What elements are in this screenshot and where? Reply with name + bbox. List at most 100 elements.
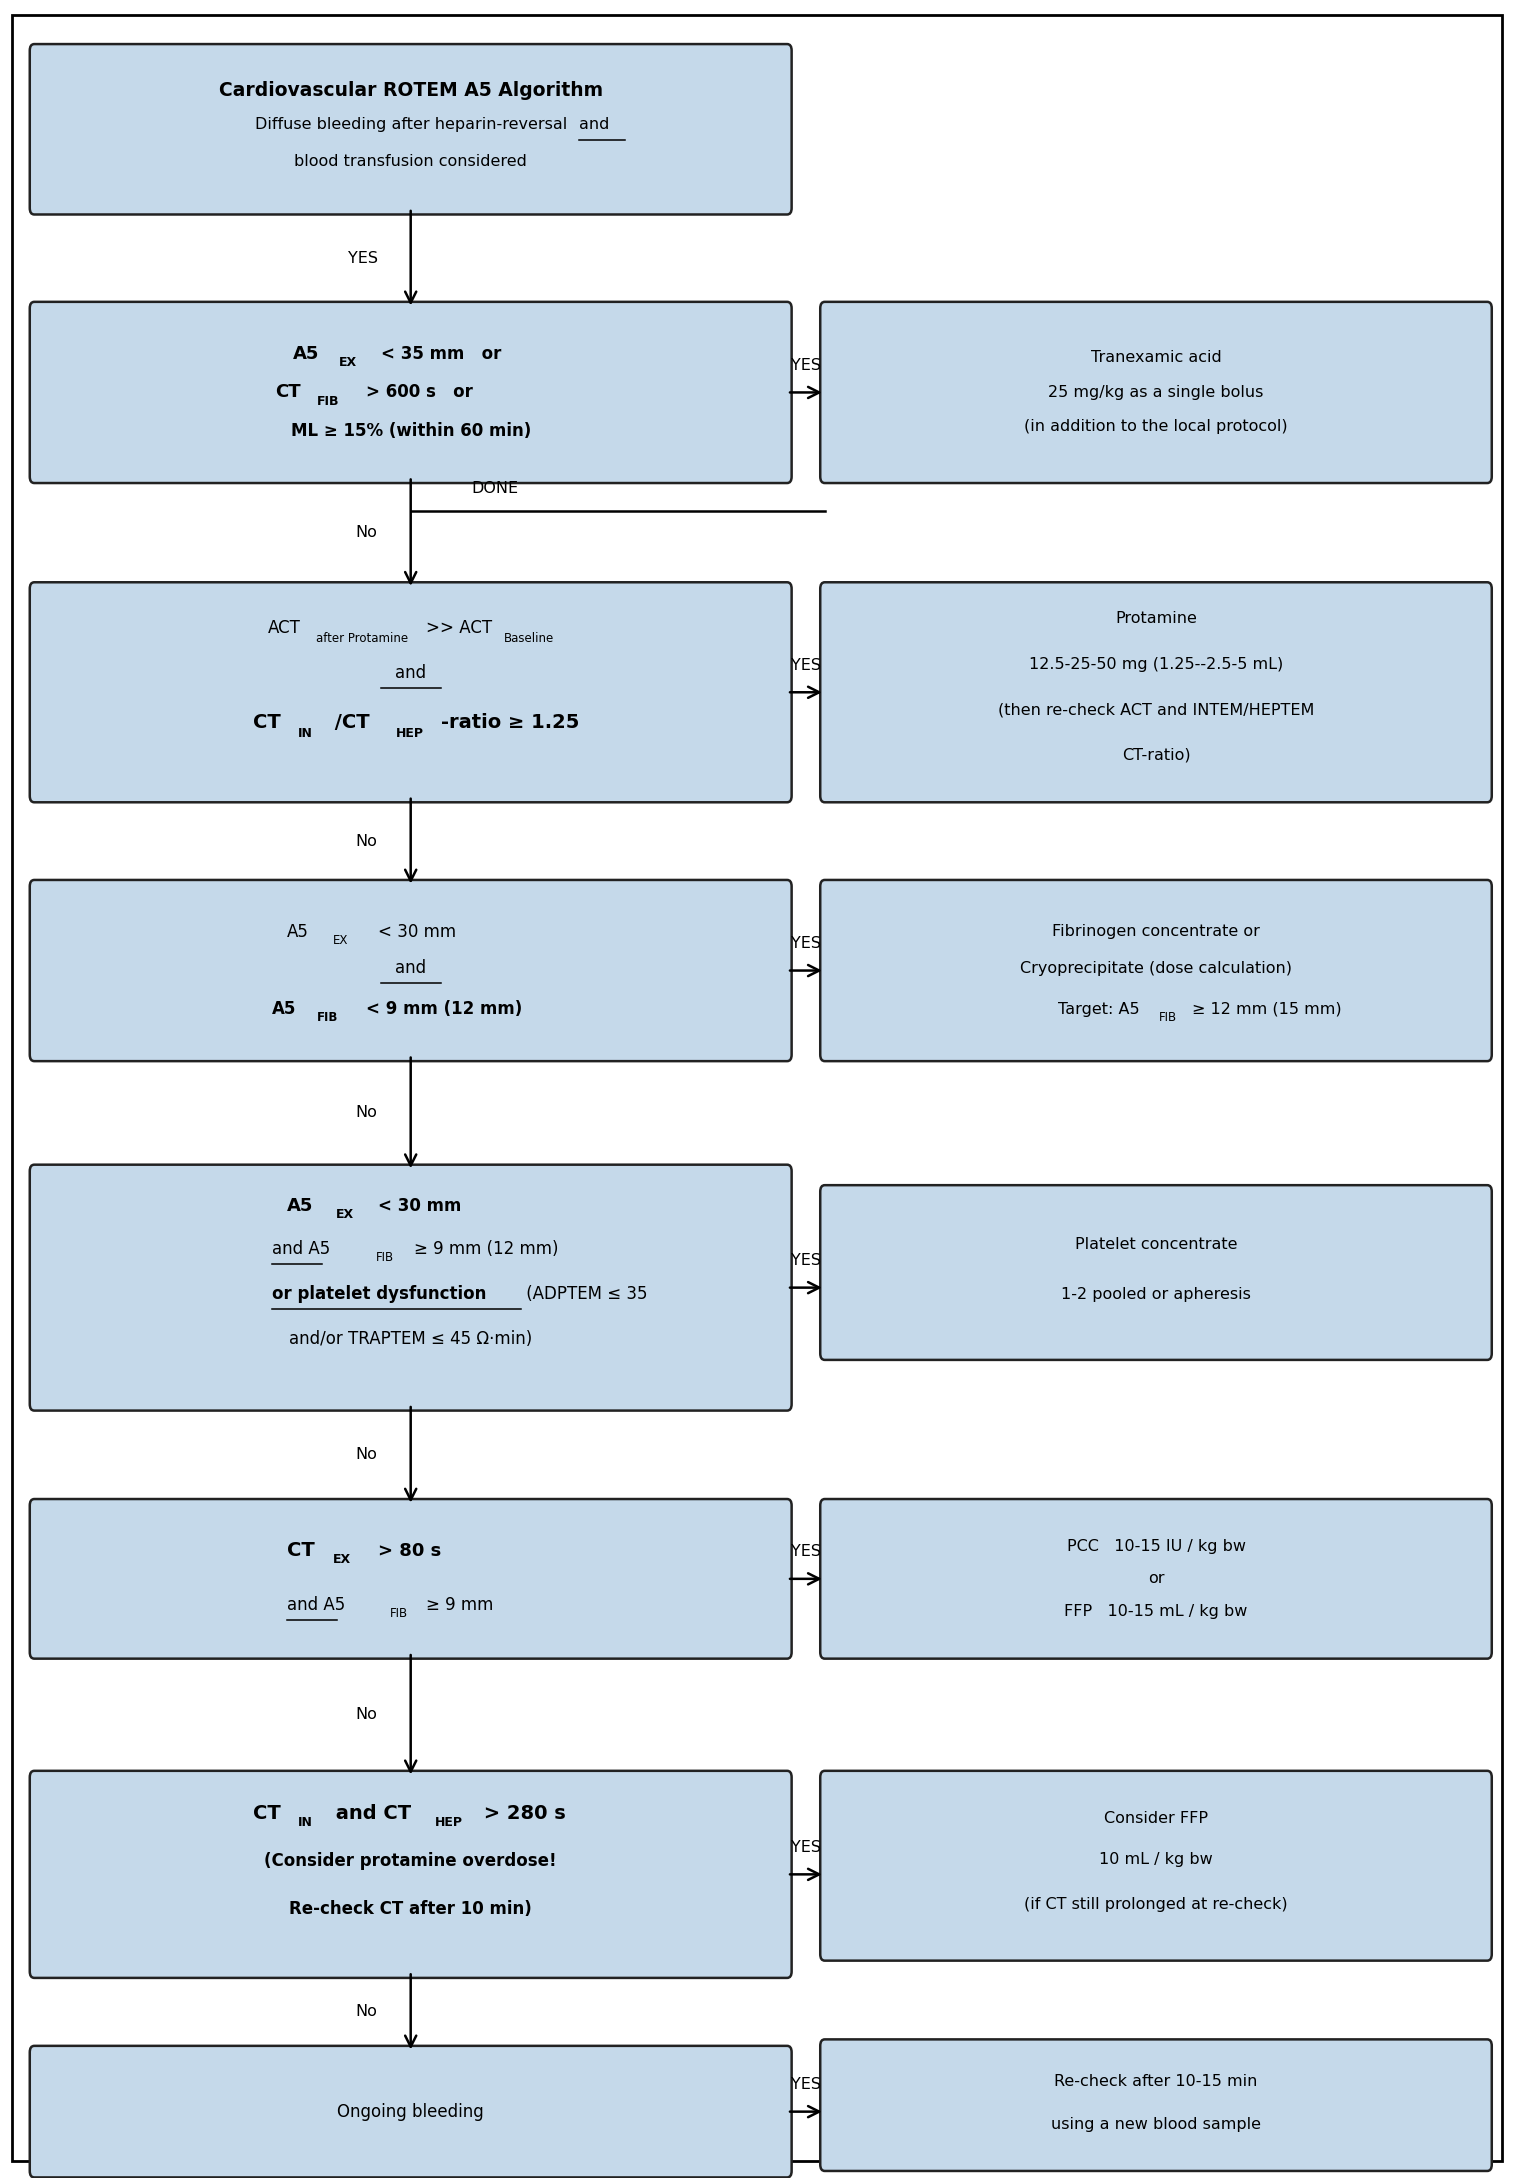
Text: >> ACT: >> ACT — [425, 619, 492, 636]
FancyBboxPatch shape — [821, 1185, 1491, 1359]
FancyBboxPatch shape — [821, 1498, 1491, 1660]
Text: YES: YES — [790, 937, 821, 952]
Text: FIB: FIB — [1160, 1011, 1178, 1024]
Text: Re-check after 10-15 min: Re-check after 10-15 min — [1054, 2073, 1258, 2089]
Text: No: No — [356, 1106, 377, 1119]
Text: ≥ 9 mm: ≥ 9 mm — [425, 1596, 494, 1614]
Text: YES: YES — [790, 1840, 821, 1856]
Text: ≥ 9 mm (12 mm): ≥ 9 mm (12 mm) — [413, 1239, 559, 1259]
Text: < 35 mm   or: < 35 mm or — [380, 344, 501, 362]
Text: A5: A5 — [273, 1000, 297, 1019]
Text: No: No — [356, 525, 377, 540]
Text: FFP   10-15 mL / kg bw: FFP 10-15 mL / kg bw — [1064, 1603, 1248, 1618]
Text: YES: YES — [348, 250, 377, 266]
Text: A5: A5 — [294, 344, 319, 362]
Text: ML ≥ 15% (within 60 min): ML ≥ 15% (within 60 min) — [291, 423, 531, 440]
Text: IN: IN — [298, 727, 313, 741]
FancyBboxPatch shape — [30, 880, 792, 1061]
Text: No: No — [356, 1708, 377, 1723]
Text: HEP: HEP — [395, 727, 424, 741]
Text: YES: YES — [790, 1252, 821, 1268]
FancyBboxPatch shape — [30, 2045, 792, 2178]
FancyBboxPatch shape — [30, 1771, 792, 1978]
Text: and/or TRAPTEM ≤ 45 Ω·min): and/or TRAPTEM ≤ 45 Ω·min) — [289, 1331, 533, 1348]
Text: and A5: and A5 — [273, 1239, 330, 1259]
FancyBboxPatch shape — [821, 582, 1491, 802]
Text: FIB: FIB — [318, 1011, 339, 1024]
Text: > 80 s: > 80 s — [377, 1542, 441, 1559]
Text: after Protamine: after Protamine — [316, 632, 407, 645]
Text: Protamine: Protamine — [1116, 612, 1198, 627]
FancyBboxPatch shape — [821, 880, 1491, 1061]
Text: Tranexamic acid: Tranexamic acid — [1090, 351, 1222, 366]
Text: and A5: and A5 — [288, 1596, 345, 1614]
Text: No: No — [356, 2004, 377, 2019]
FancyBboxPatch shape — [30, 1498, 792, 1660]
Text: YES: YES — [790, 2078, 821, 2093]
Text: Ongoing bleeding: Ongoing bleeding — [338, 2102, 484, 2121]
Text: (Consider protamine overdose!: (Consider protamine overdose! — [265, 1853, 557, 1871]
Text: blood transfusion considered: blood transfusion considered — [294, 155, 527, 170]
Text: CT: CT — [276, 383, 301, 401]
Text: PCC   10-15 IU / kg bw: PCC 10-15 IU / kg bw — [1066, 1540, 1246, 1553]
Text: CT-ratio): CT-ratio) — [1122, 747, 1190, 762]
Text: ≥ 12 mm (15 mm): ≥ 12 mm (15 mm) — [1192, 1002, 1341, 1017]
Text: 25 mg/kg as a single bolus: 25 mg/kg as a single bolus — [1048, 386, 1264, 401]
Text: using a new blood sample: using a new blood sample — [1051, 2117, 1261, 2132]
Text: FIB: FIB — [389, 1607, 407, 1620]
Text: EX: EX — [339, 355, 357, 368]
Text: 10 mL / kg bw: 10 mL / kg bw — [1099, 1851, 1213, 1867]
Text: YES: YES — [790, 658, 821, 673]
Text: YES: YES — [790, 1544, 821, 1559]
Text: IN: IN — [298, 1816, 313, 1830]
Text: < 9 mm (12 mm): < 9 mm (12 mm) — [365, 1000, 522, 1019]
FancyBboxPatch shape — [821, 2039, 1491, 2171]
Text: No: No — [356, 834, 377, 849]
Text: or: or — [1148, 1570, 1164, 1586]
Text: A5: A5 — [288, 923, 309, 941]
Text: EX: EX — [333, 934, 348, 947]
Text: FIB: FIB — [318, 394, 339, 407]
Text: (in addition to the local protocol): (in addition to the local protocol) — [1023, 420, 1288, 433]
Text: Cardiovascular ROTEM A5 Algorithm: Cardiovascular ROTEM A5 Algorithm — [218, 81, 603, 100]
Text: < 30 mm: < 30 mm — [377, 923, 456, 941]
Text: EX: EX — [333, 1553, 351, 1566]
FancyBboxPatch shape — [30, 303, 792, 484]
FancyBboxPatch shape — [30, 582, 792, 802]
Text: Baseline: Baseline — [504, 632, 554, 645]
Text: and: and — [580, 118, 610, 133]
FancyBboxPatch shape — [821, 1771, 1491, 1960]
Text: CT: CT — [253, 712, 280, 732]
Text: /CT: /CT — [329, 712, 369, 732]
FancyBboxPatch shape — [30, 44, 792, 213]
Text: Platelet concentrate: Platelet concentrate — [1075, 1237, 1237, 1252]
Text: Re-check CT after 10 min): Re-check CT after 10 min) — [289, 1899, 531, 1919]
Text: A5: A5 — [288, 1196, 313, 1215]
Text: > 600 s   or: > 600 s or — [365, 383, 472, 401]
Text: CT: CT — [288, 1542, 315, 1559]
Text: and CT: and CT — [330, 1803, 412, 1823]
Text: Cryoprecipitate (dose calculation): Cryoprecipitate (dose calculation) — [1020, 960, 1291, 976]
Text: (if CT still prolonged at re-check): (if CT still prolonged at re-check) — [1023, 1897, 1288, 1912]
Text: No: No — [356, 1448, 377, 1461]
Text: YES: YES — [790, 357, 821, 372]
FancyBboxPatch shape — [30, 1165, 792, 1411]
Text: 1-2 pooled or apheresis: 1-2 pooled or apheresis — [1061, 1287, 1251, 1302]
Text: DONE: DONE — [471, 481, 518, 497]
Text: > 280 s: > 280 s — [477, 1803, 566, 1823]
Text: HEP: HEP — [435, 1816, 463, 1830]
Text: < 30 mm: < 30 mm — [377, 1196, 460, 1215]
Text: and: and — [395, 958, 427, 978]
Text: EX: EX — [336, 1209, 354, 1222]
Text: Fibrinogen concentrate or: Fibrinogen concentrate or — [1052, 923, 1260, 939]
Text: ACT: ACT — [268, 619, 301, 636]
Text: or platelet dysfunction: or platelet dysfunction — [273, 1285, 486, 1302]
Text: -ratio ≥ 1.25: -ratio ≥ 1.25 — [441, 712, 580, 732]
Text: (ADPTEM ≤ 35: (ADPTEM ≤ 35 — [521, 1285, 646, 1302]
Text: Target: A5: Target: A5 — [1058, 1002, 1140, 1017]
Text: Diffuse bleeding after heparin-reversal: Diffuse bleeding after heparin-reversal — [254, 118, 566, 133]
Text: 12.5-25-50 mg (1.25--2.5-5 mL): 12.5-25-50 mg (1.25--2.5-5 mL) — [1030, 658, 1284, 671]
Text: Consider FFP: Consider FFP — [1104, 1810, 1208, 1825]
FancyBboxPatch shape — [821, 303, 1491, 484]
Text: (then re-check ACT and INTEM/HEPTEM: (then re-check ACT and INTEM/HEPTEM — [998, 701, 1314, 717]
